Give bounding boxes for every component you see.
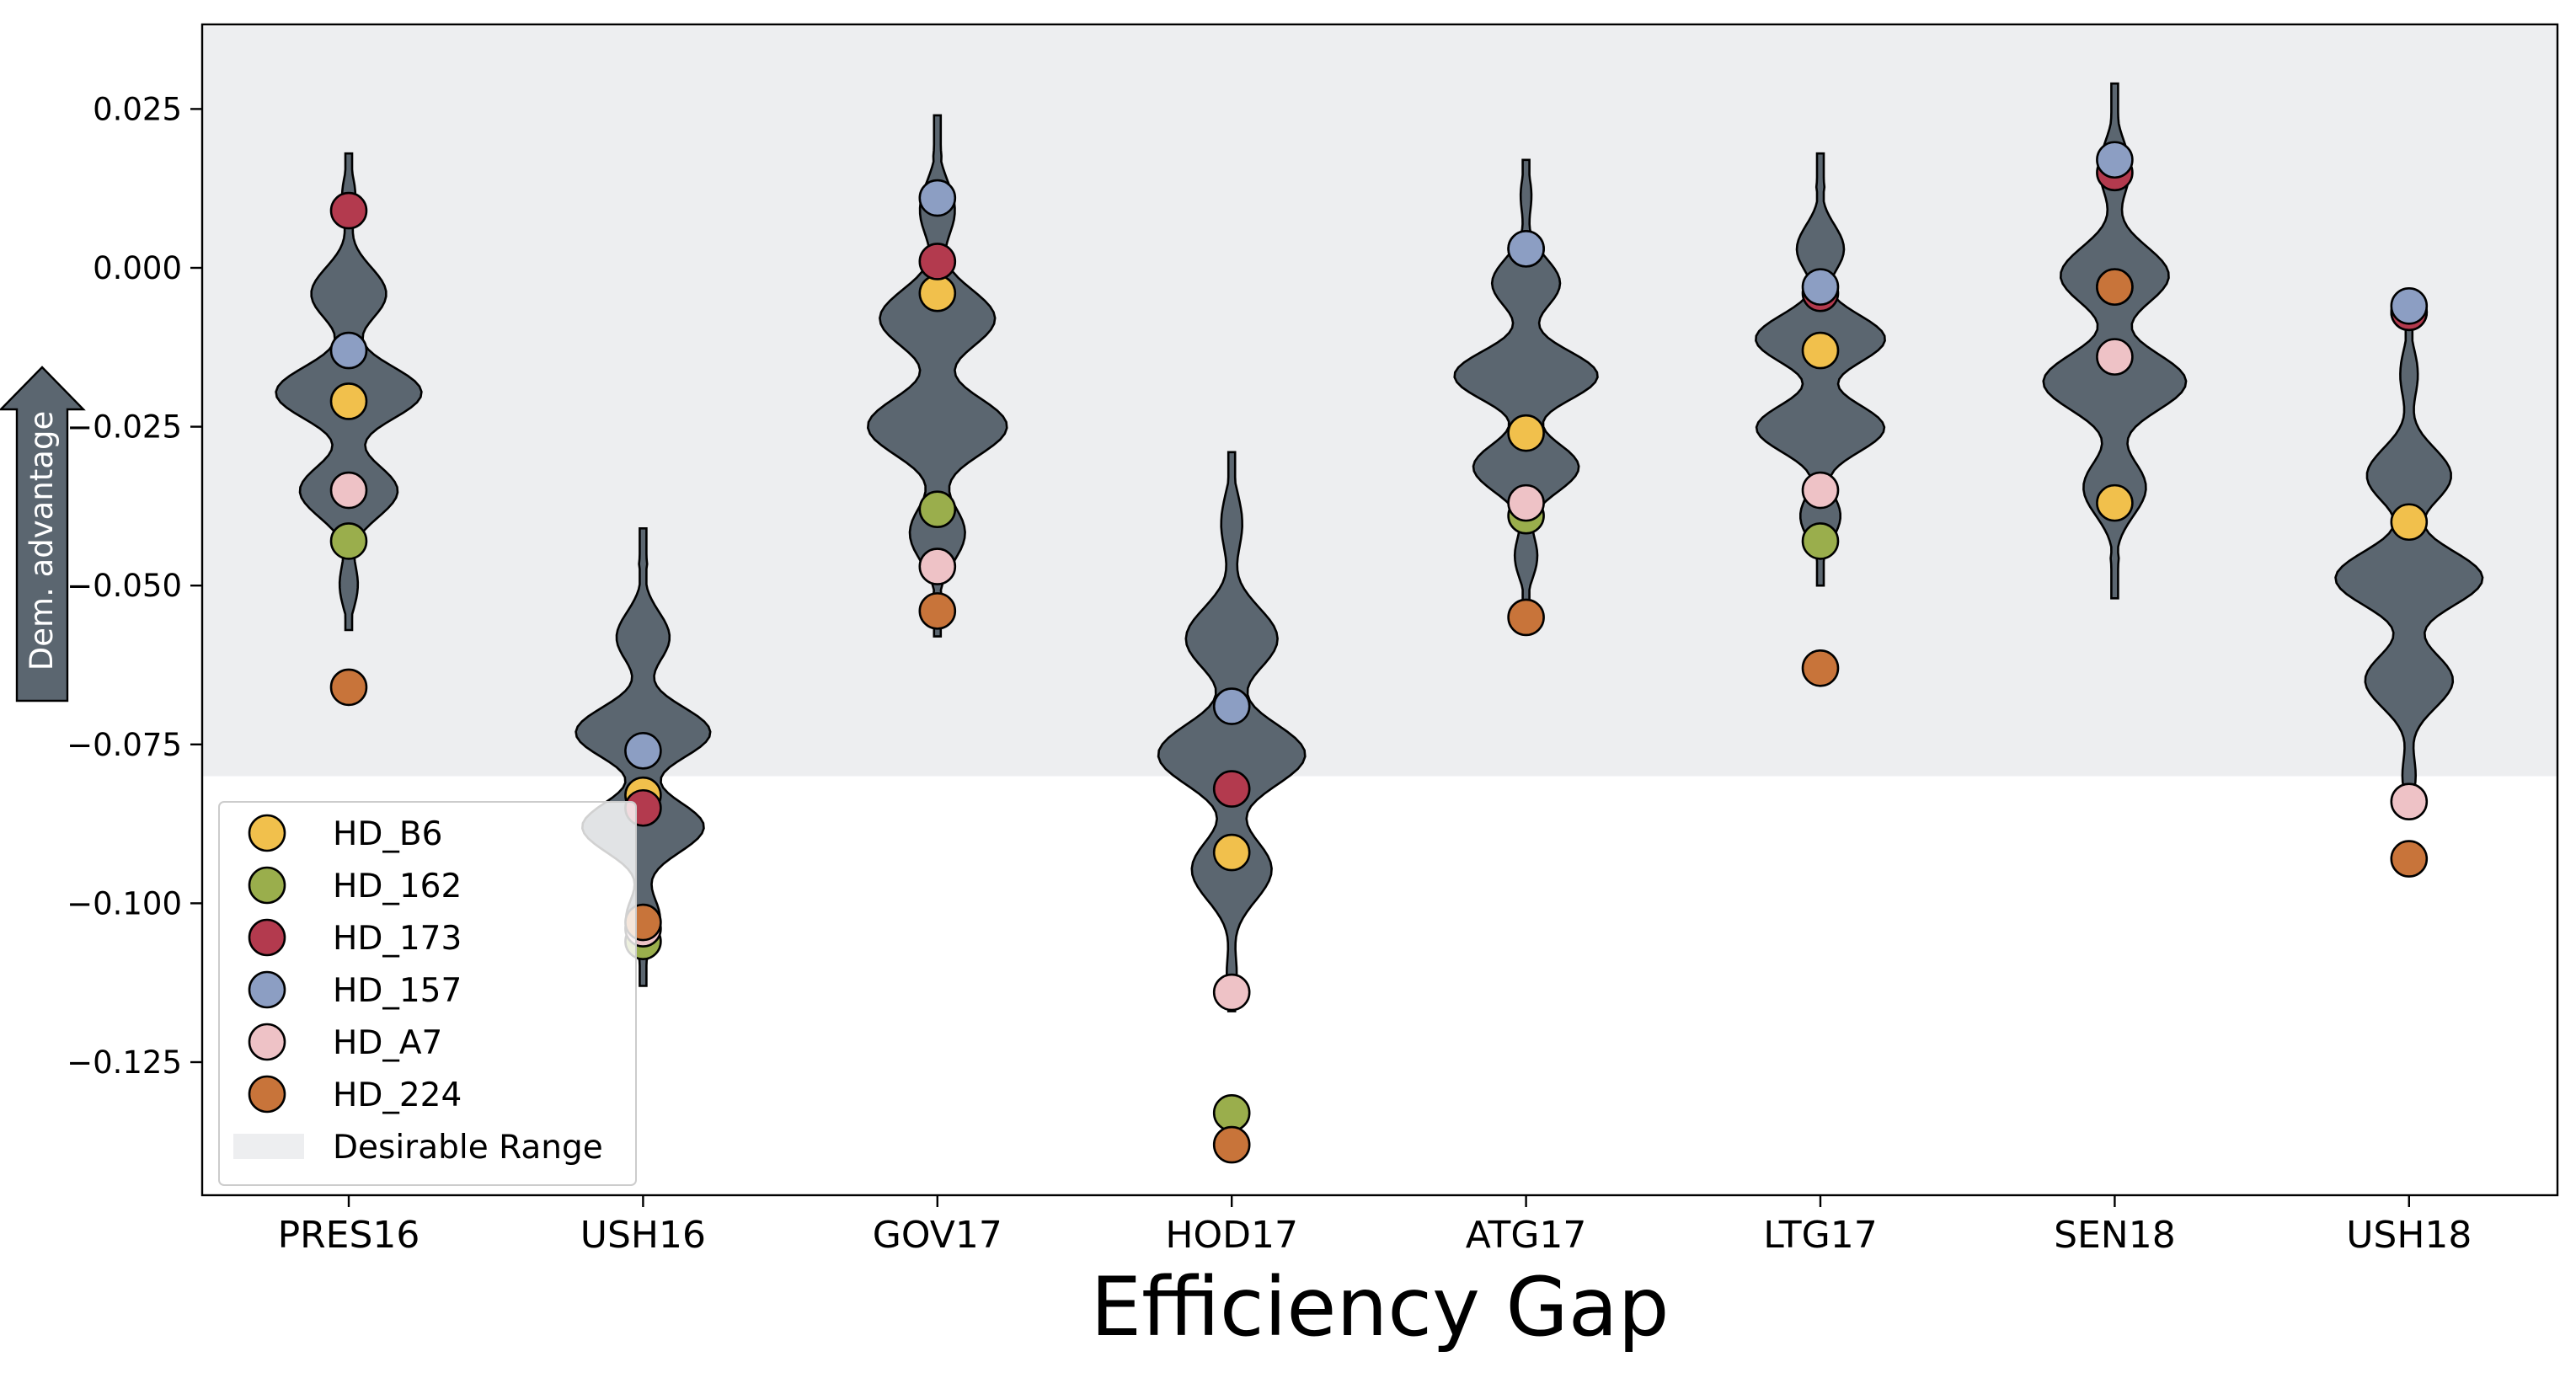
point-hd-b6-atg17 <box>1507 414 1545 452</box>
violin-hod17 <box>1157 451 1307 1012</box>
legend-label-hd-162: HD_162 <box>333 868 462 905</box>
point-hd-173-pres16 <box>329 191 368 230</box>
x-tick-label-sen18: SEN18 <box>2054 1214 2176 1257</box>
x-tick-label-ltg17: LTG17 <box>1763 1214 1877 1257</box>
point-hd-a7-gov17 <box>918 547 957 585</box>
point-hd-157-ush18 <box>2390 286 2429 325</box>
y-tick-label: −0.050 <box>67 568 182 604</box>
point-hd-b6-pres16 <box>329 382 368 420</box>
legend-label-desirable-range: Desirable Range <box>333 1129 603 1167</box>
y-tick-label: −0.100 <box>67 885 182 921</box>
dem-advantage-arrow: Dem. advantage <box>0 366 86 702</box>
legend-marker-hd-b6 <box>248 814 286 852</box>
legend-label-hd-b6: HD_B6 <box>333 815 442 853</box>
point-hd-157-sen18 <box>2096 141 2134 179</box>
legend-box <box>218 801 637 1186</box>
point-hd-224-hod17 <box>1212 1125 1251 1164</box>
point-hd-a7-sen18 <box>2096 338 2134 376</box>
x-tick-label-gov17: GOV17 <box>873 1214 1002 1257</box>
desirable-range-band <box>202 26 2557 777</box>
point-hd-162-hod17 <box>1212 1094 1251 1132</box>
point-hd-157-ltg17 <box>1801 268 1840 306</box>
point-hd-162-pres16 <box>329 522 368 560</box>
point-hd-b6-ush18 <box>2390 503 2429 542</box>
point-hd-157-pres16 <box>329 331 368 370</box>
point-hd-224-ush18 <box>2390 840 2429 878</box>
point-hd-162-ltg17 <box>1801 522 1840 560</box>
y-tick-label: −0.075 <box>67 727 182 763</box>
y-tick-label: −0.125 <box>67 1044 182 1081</box>
point-hd-b6-gov17 <box>918 274 957 312</box>
dem-advantage-arrow-shape <box>0 366 86 702</box>
legend-marker-hd-162 <box>248 866 286 905</box>
point-hd-224-pres16 <box>329 668 368 707</box>
y-tick-label: 0.000 <box>93 250 182 286</box>
dem-advantage-label: Dem. advantage <box>24 411 60 670</box>
point-hd-173-gov17 <box>918 243 957 280</box>
x-tick-label-ush18: USH18 <box>2346 1214 2472 1257</box>
point-hd-a7-ltg17 <box>1801 471 1840 510</box>
point-hd-224-sen18 <box>2096 268 2134 306</box>
point-hd-173-hod17 <box>1212 770 1251 808</box>
y-axis: 0.025 0.000 −0.025 −0.050 −0.075 −0.100 −0.125 <box>67 91 202 1081</box>
points-layer <box>329 141 2429 1164</box>
y-tick-label: −0.025 <box>67 409 182 446</box>
x-axis: PRES16 USH16 GOV17 HOD17 ATG17 LTG17 SEN18 USH1… <box>278 1195 2472 1257</box>
legend-marker-hd-157 <box>248 970 286 1009</box>
legend-label-hd-157: HD_157 <box>333 972 462 1010</box>
legend: HD_B6 HD_162 HD_173 HD_157 HD_A7 HD_224 Desira… <box>218 801 637 1186</box>
point-hd-b6-hod17 <box>1212 833 1251 872</box>
y-tick-label: 0.025 <box>93 91 182 127</box>
point-hd-162-gov17 <box>918 490 957 528</box>
x-tick-label-pres16: PRES16 <box>278 1214 420 1257</box>
point-hd-b6-sen18 <box>2096 483 2134 522</box>
point-hd-a7-ush18 <box>2390 782 2429 820</box>
legend-marker-hd-173 <box>248 918 286 957</box>
point-hd-157-atg17 <box>1507 230 1545 268</box>
x-tick-label-atg17: ATG17 <box>1466 1214 1587 1257</box>
legend-marker-hd-224 <box>248 1075 286 1114</box>
point-hd-b6-ltg17 <box>1801 331 1840 370</box>
legend-swatch-desirable-range <box>233 1134 304 1159</box>
point-hd-224-ltg17 <box>1801 649 1840 687</box>
point-hd-a7-hod17 <box>1212 973 1251 1012</box>
legend-label-hd-224: HD_224 <box>333 1076 462 1114</box>
legend-marker-hd-a7 <box>248 1023 286 1061</box>
legend-label-hd-a7: HD_A7 <box>333 1024 442 1062</box>
point-hd-224-atg17 <box>1507 598 1545 637</box>
x-tick-label-ush16: USH16 <box>580 1214 706 1257</box>
point-hd-157-hod17 <box>1212 687 1251 725</box>
violin-gov17 <box>866 114 1008 638</box>
x-axis-title: Efficiency Gap <box>1090 1260 1669 1354</box>
point-hd-a7-atg17 <box>1507 483 1545 522</box>
plot-area-frame <box>200 23 2559 1197</box>
point-hd-157-gov17 <box>918 179 957 217</box>
x-tick-label-hod17: HOD17 <box>1165 1214 1298 1257</box>
point-hd-224-gov17 <box>918 592 957 630</box>
legend-label-hd-173: HD_173 <box>333 920 462 958</box>
point-hd-157-ush16 <box>624 732 662 770</box>
point-hd-a7-pres16 <box>329 471 368 510</box>
